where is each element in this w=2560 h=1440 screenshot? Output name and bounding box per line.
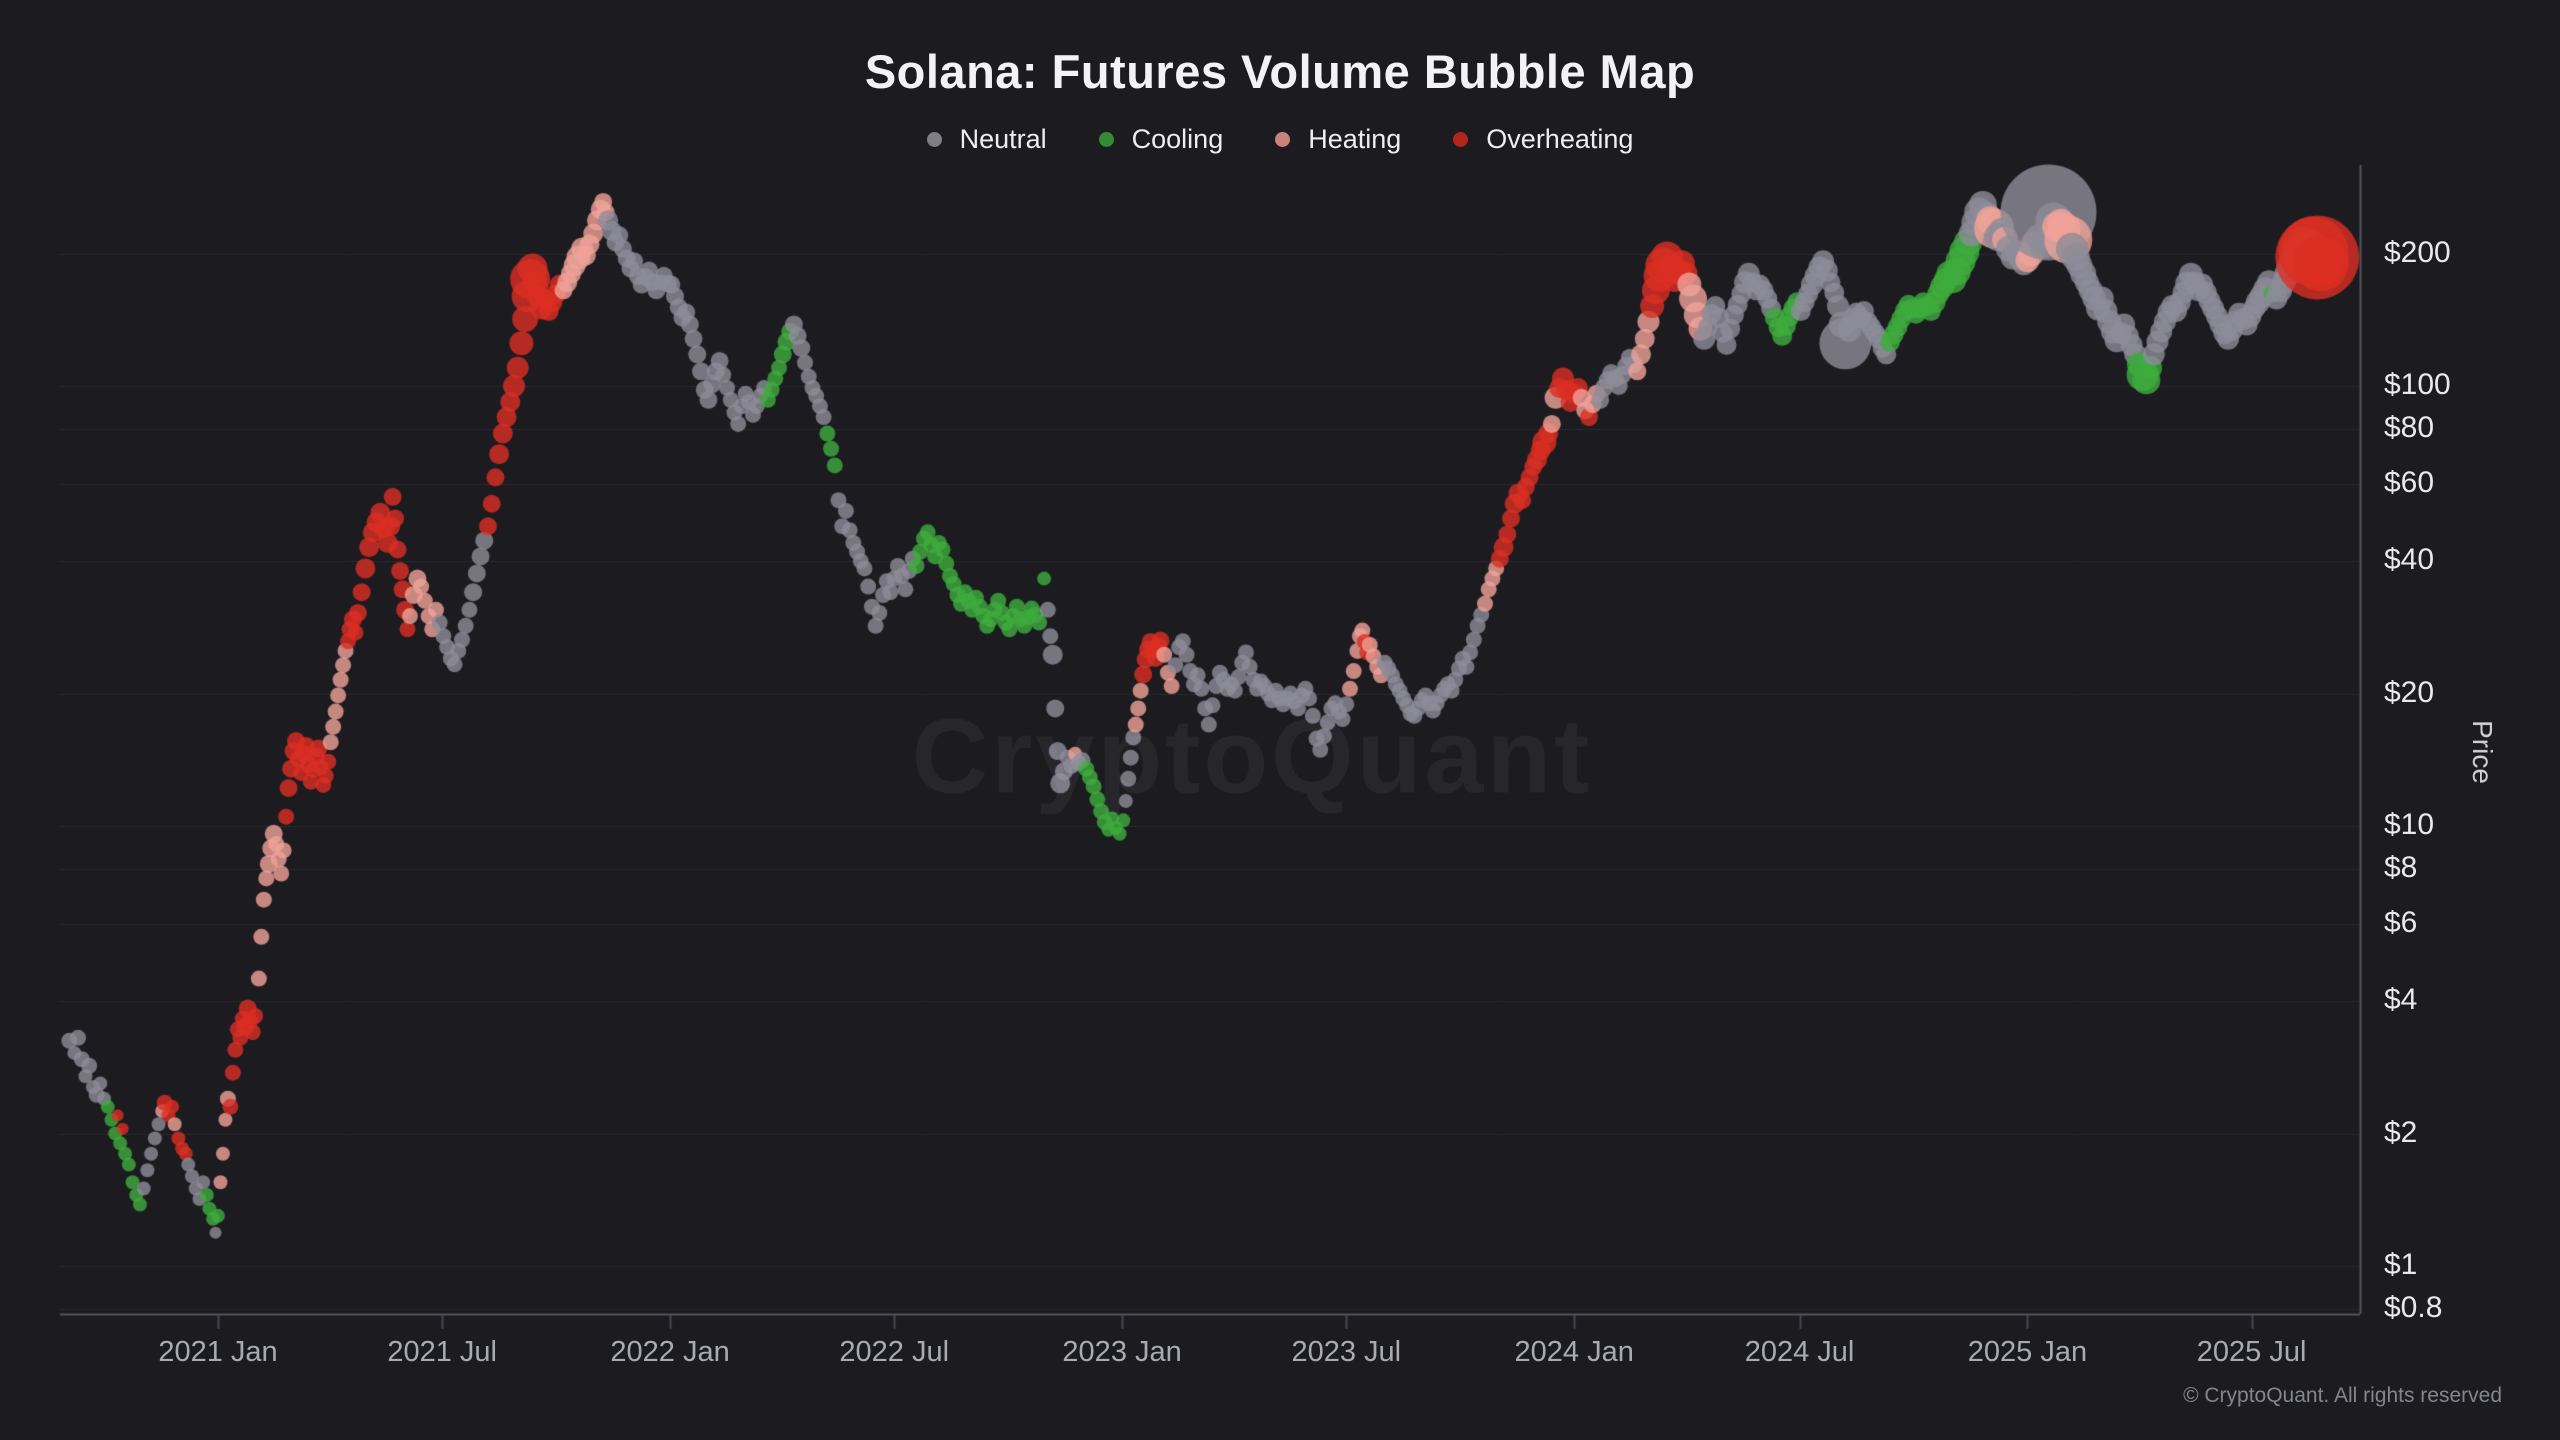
cooling-dot-icon [1098, 132, 1114, 147]
x-tick-label: 2021 Jan [158, 1336, 278, 1368]
y-tick-label: $20 [2384, 675, 2435, 709]
y-tick-label: $80 [2384, 410, 2435, 444]
x-tick-label: 2022 Jan [610, 1336, 730, 1368]
chart-legend: Neutral Cooling Heating Overheating [0, 124, 2560, 155]
x-tick-label: 2022 Jul [839, 1336, 950, 1368]
y-tick-label: $4 [2384, 983, 2418, 1017]
overheating-dot-icon [1453, 132, 1469, 147]
x-tick-label: 2024 Jan [1514, 1336, 1634, 1368]
x-tick-label: 2025 Jan [1967, 1336, 2088, 1368]
legend-label: Overheating [1486, 124, 1634, 154]
y-tick-label: $1 [2384, 1248, 2418, 1281]
y-tick-label: $200 [2384, 235, 2451, 269]
legend-label: Heating [1308, 124, 1402, 154]
y-tick-label: $6 [2384, 905, 2418, 939]
y-tick-label: $8 [2384, 850, 2418, 884]
y-tick-label: $10 [2384, 808, 2435, 841]
chart-title: Solana: Futures Volume Bubble Map [864, 45, 1696, 98]
x-tick-label: 2023 Jan [1062, 1336, 1182, 1368]
x-tick-label: 2024 Jul [1744, 1336, 1855, 1368]
y-tick-label: $100 [2384, 368, 2451, 401]
copyright-notice: © CryptoQuant. All rights reserved [2183, 1384, 2502, 1407]
legend-item-heating[interactable]: Heating [1275, 124, 1401, 155]
legend-label: Cooling [1131, 124, 1224, 154]
heating-dot-icon [1275, 132, 1291, 147]
legend-item-neutral[interactable]: Neutral [926, 124, 1047, 155]
legend-label: Neutral [959, 124, 1047, 154]
y-axis-title: Price [2467, 720, 2498, 784]
cryptoquant-watermark: CryptoQuant [911, 697, 1593, 816]
x-tick-label: 2021 Jul [387, 1336, 497, 1368]
x-tick-label: 2023 Jul [1291, 1336, 1402, 1368]
legend-item-overheating[interactable]: Overheating [1453, 124, 1633, 155]
y-tick-label: $0.8 [2384, 1290, 2443, 1324]
x-tick-label: 2025 Jul [2196, 1336, 2307, 1368]
y-tick-label: $40 [2384, 543, 2435, 577]
y-tick-label: $2 [2384, 1115, 2418, 1149]
neutral-dot-icon [926, 132, 942, 147]
legend-item-cooling[interactable]: Cooling [1098, 124, 1224, 155]
y-tick-label: $60 [2384, 465, 2435, 499]
